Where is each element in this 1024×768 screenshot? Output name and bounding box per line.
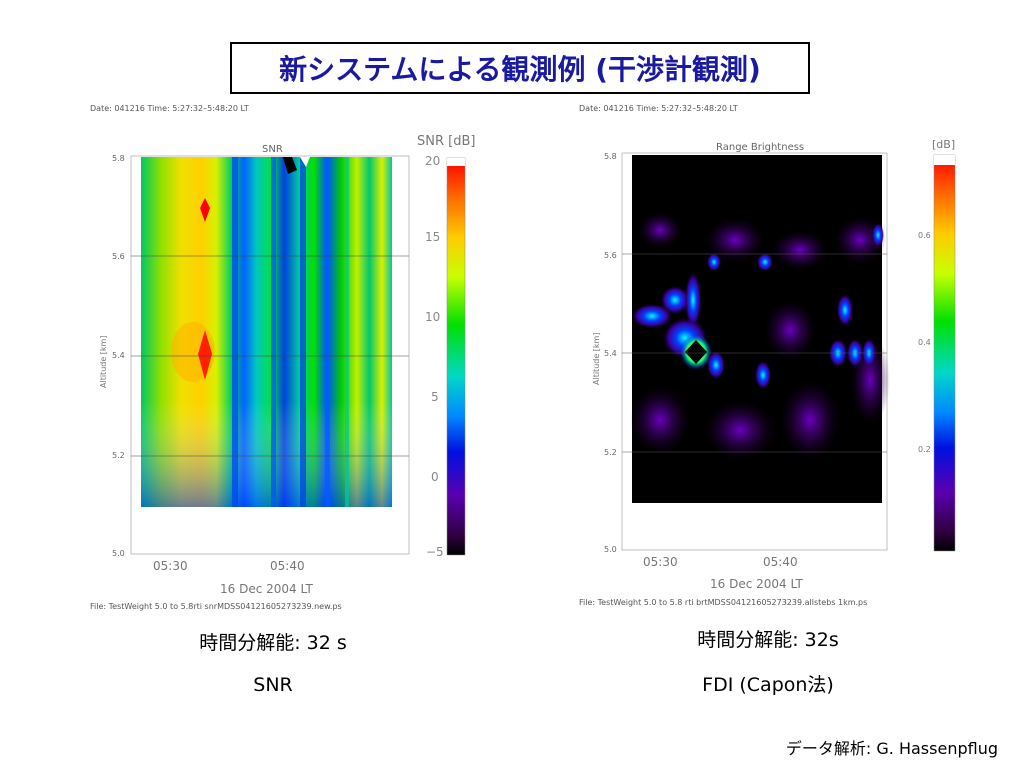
- left-colorbar-label: SNR [dB]: [417, 134, 476, 149]
- left-cb-tick: 0: [431, 470, 439, 484]
- left-heatmap-white-patch: [300, 157, 310, 167]
- left-xtick: 05:40: [270, 559, 305, 573]
- left-caption-method: SNR: [253, 674, 293, 696]
- right-colorbar: [933, 154, 956, 552]
- right-file: File: TestWeight 5.0 to 5.8 rti brtMDSS0…: [579, 598, 868, 607]
- right-header: Date: 041216 Time: 5:27:32–5:48:20 LT: [579, 104, 738, 113]
- left-ytick: 5.8: [112, 154, 125, 163]
- left-cb-tick: 5: [431, 390, 439, 404]
- right-cb-tick: 0.2: [918, 445, 931, 454]
- left-file: File: TestWeight 5.0 to 5.8rti snrMDSS04…: [90, 602, 342, 611]
- left-ytick: 5.6: [112, 252, 125, 261]
- left-xlabel: 16 Dec 2004 LT: [220, 582, 313, 596]
- right-ytick: 5.4: [604, 349, 617, 358]
- left-colorbar: [446, 157, 466, 556]
- right-cb-tick: 0.6: [918, 231, 931, 240]
- slide-title-box: 新システムによる観測例 (干渉計観測): [230, 42, 810, 94]
- right-caption-resolution: 時間分解能: 32s: [697, 629, 839, 651]
- right-xtick: 05:40: [763, 555, 798, 569]
- right-heatmap-peak-core: [685, 340, 707, 364]
- left-cb-tick: 20: [425, 154, 441, 168]
- right-plot: [621, 152, 956, 552]
- left-colorbar-top: [447, 158, 465, 166]
- right-xtick: 05:30: [643, 555, 678, 569]
- left-cb-tick: 15: [425, 230, 441, 244]
- left-heatmap-peak: [200, 198, 210, 222]
- left-heatmap-dark-patch: [283, 157, 297, 174]
- left-plot: [130, 155, 466, 556]
- left-ytick: 5.2: [112, 451, 125, 460]
- right-ytick: 5.2: [604, 448, 617, 457]
- right-cb-tick: 0.4: [918, 338, 931, 347]
- credit-text: データ解析: G. Hassenpflug: [785, 739, 998, 758]
- left-heatmap-peak: [198, 330, 212, 380]
- left-chart-title: SNR: [262, 144, 283, 155]
- left-header: Date: 041216 Time: 5:27:32–5:48:20 LT: [90, 104, 249, 113]
- right-heatmap-dim-regions: [630, 212, 890, 460]
- right-ytick: 5.0: [604, 545, 617, 554]
- left-cb-tick: 10: [425, 310, 441, 324]
- left-cb-tick: −5: [426, 545, 444, 559]
- left-ytick: 5.0: [112, 549, 125, 558]
- right-heatmap-bright-regions: [632, 223, 884, 389]
- right-xlabel: 16 Dec 2004 LT: [710, 577, 803, 591]
- right-ytick: 5.6: [604, 251, 617, 260]
- right-colorbar-label: [dB]: [932, 138, 956, 151]
- slide-title: 新システムによる観測例 (干渉計観測): [279, 53, 761, 86]
- left-xtick: 05:30: [153, 559, 188, 573]
- right-chart-title: Range Brightness: [716, 142, 805, 153]
- right-caption-method: FDI (Capon法): [702, 674, 834, 696]
- right-colorbar-top: [934, 155, 955, 165]
- left-ytick: 5.4: [112, 351, 125, 360]
- left-heatmap-bands: [232, 157, 349, 507]
- right-ytick: 5.8: [604, 152, 617, 161]
- left-caption-resolution: 時間分解能: 32 s: [199, 632, 347, 654]
